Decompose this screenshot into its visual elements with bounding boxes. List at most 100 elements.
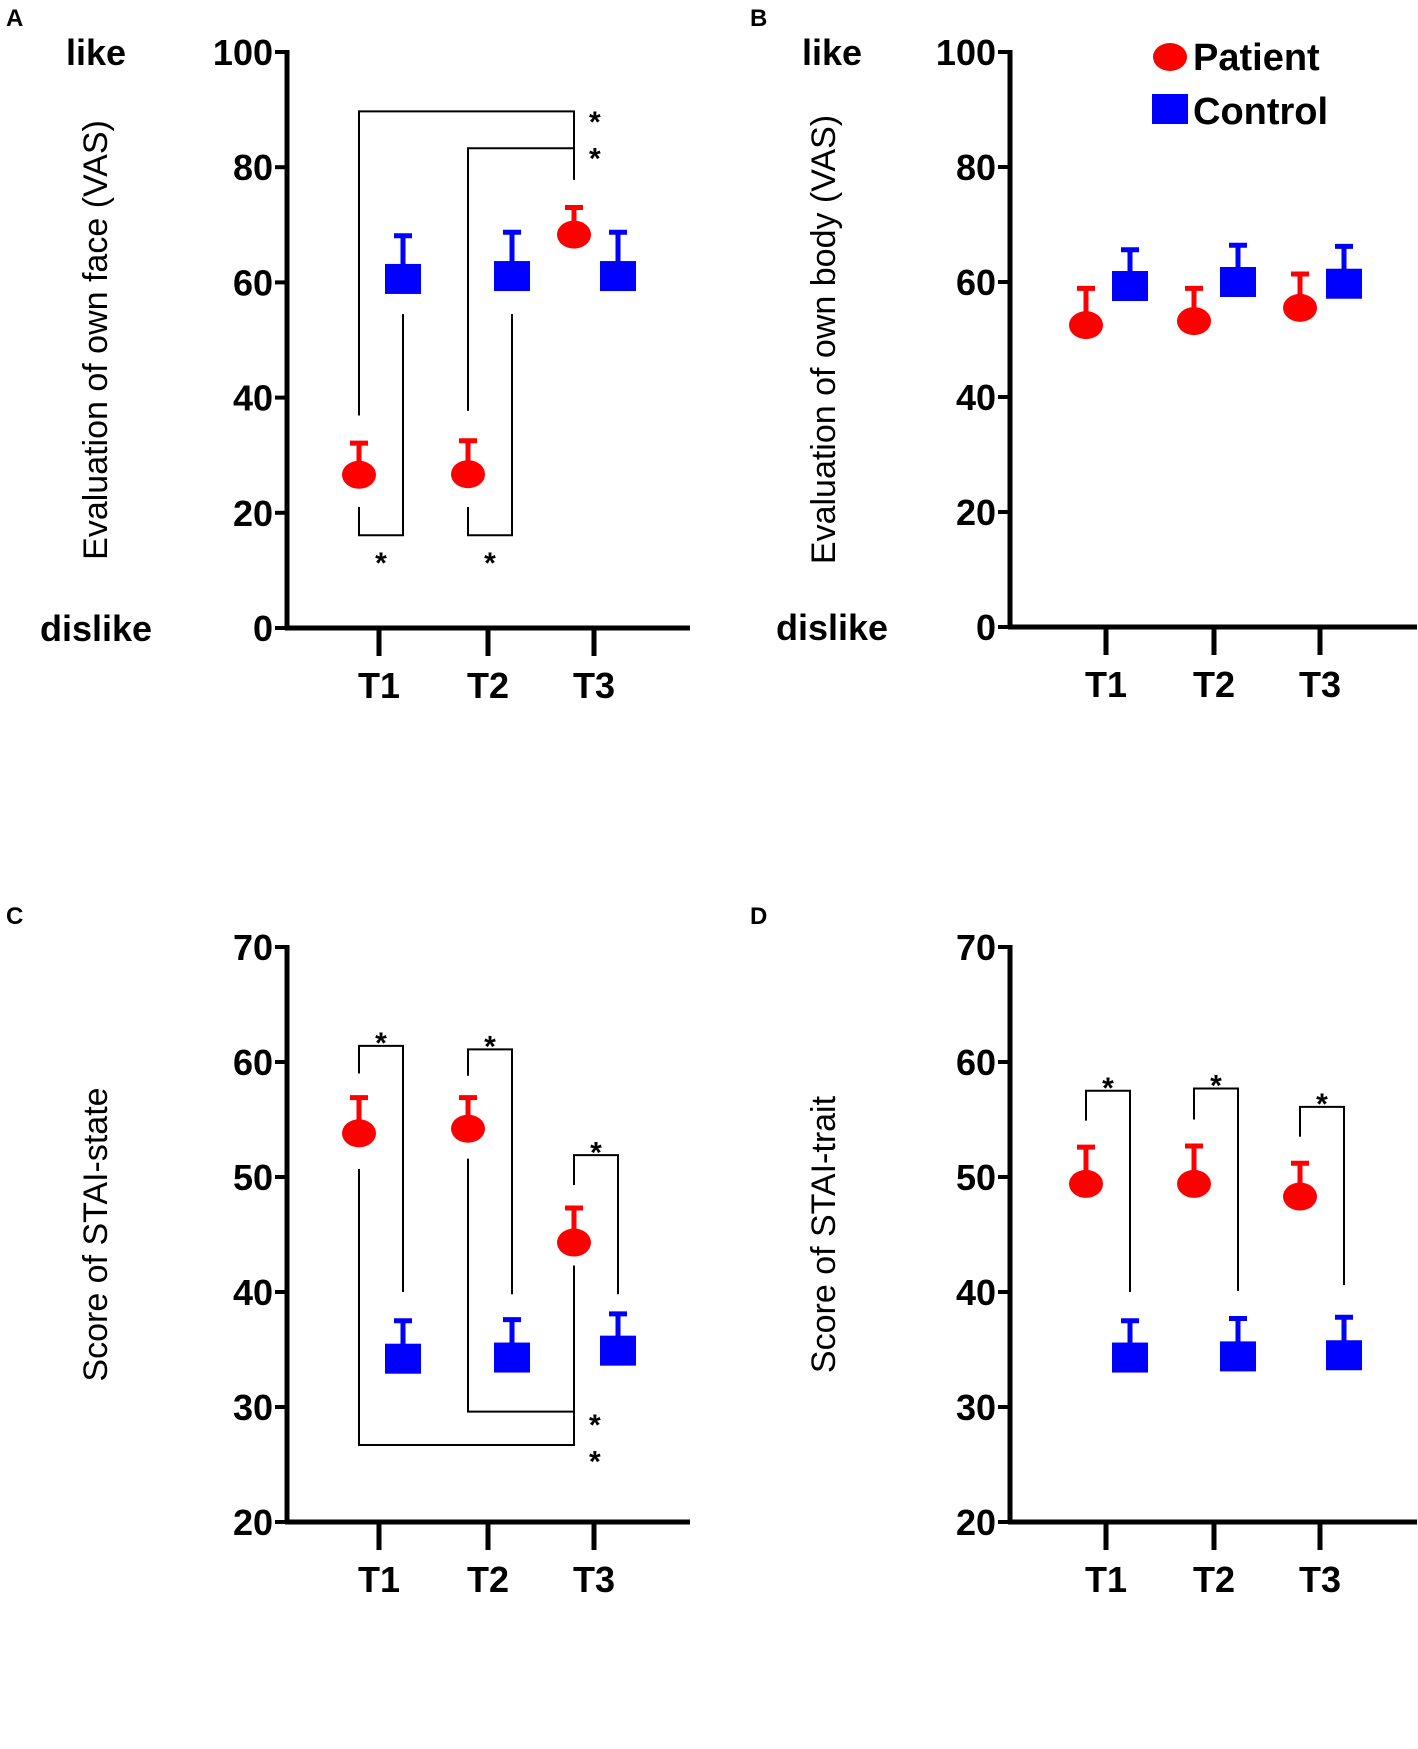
legend-patient-label: Patient [1193,37,1320,79]
significance-bracket [1193,1087,1239,1291]
y-tick-label: 40 [956,1272,996,1313]
y-axis-label: Evaluation of own face (VAS) [77,120,115,560]
x-tick-label: T1 [1085,1559,1127,1600]
patient-point [342,1119,376,1148]
patient-point [1177,1169,1211,1198]
patient-point [1069,1169,1103,1198]
significance-star: * [484,1030,496,1063]
y-axis-label: Score of STAI-state [77,1087,115,1381]
x-tick-label: T2 [467,1559,509,1600]
x-tick-label: T1 [358,1559,400,1600]
panel-a: A 0 20 40 60 80 100 T1 T2 T3 Evaluation of own fac… [6,5,690,706]
control-point [600,261,636,292]
significance-bracket [467,1048,513,1295]
y-tick-label: 20 [233,1502,273,1543]
y-tick-label: 60 [956,262,996,303]
panel-b: B 0 20 40 60 80 100 T1 T2 T3 Evaluation of own bod… [750,5,1417,705]
x-tick-label: T3 [1299,1559,1341,1600]
y-tick-label: 40 [233,378,273,419]
x-tick-label: T2 [467,665,509,706]
y-tick-label: 20 [956,492,996,533]
significance-star: * [1102,1072,1114,1105]
control-point [1326,1340,1362,1371]
legend-patient-marker [1153,43,1187,71]
y-tick-label: 80 [956,147,996,188]
significance-bracket [1085,1089,1131,1292]
panel-letter: D [750,903,767,930]
control-point [494,261,530,292]
significance-bracket [573,1154,619,1295]
y-tick-label: 60 [233,1042,273,1083]
y-tick-label: 60 [956,1042,996,1083]
patient-point [557,1228,591,1257]
y-tick-label: 60 [233,262,273,303]
patient-point [1069,311,1103,340]
control-point [600,1335,636,1366]
x-tick-label: T2 [1193,664,1235,705]
control-point [385,1343,421,1374]
patient-point [1283,293,1317,322]
y-tick-label: 30 [233,1387,273,1428]
y-tick-label: 20 [233,493,273,534]
y-axis-label: Evaluation of own body (VAS) [805,115,843,564]
legend-control-label: Control [1193,91,1328,133]
y-tick-label: 100 [936,32,996,73]
significance-bracket [358,314,404,537]
patient-point [557,220,591,249]
significance-bracket [358,110,575,416]
patient-point [1283,1182,1317,1211]
significance-star: * [1316,1088,1328,1121]
y-tick-label: 30 [956,1387,996,1428]
significance-star: * [589,143,601,176]
y-tick-label: 40 [956,377,996,418]
y-tick-label: 50 [233,1157,273,1198]
control-point [1326,268,1362,299]
control-point [385,263,421,294]
x-tick-label: T3 [1299,664,1341,705]
significance-bracket [1299,1105,1345,1286]
x-tick-label: T3 [573,1559,615,1600]
significance-star: * [589,1446,601,1479]
y-tick-label: 20 [956,1502,996,1543]
significance-star: * [589,106,601,139]
panel-c: C 20 30 40 50 60 70 T1 T2 T3 Score of STAI-state * *… [6,903,690,1600]
y-anchor-top-label: like [66,32,126,73]
y-anchor-top-label: like [802,32,862,73]
significance-bracket [358,1044,404,1292]
control-point [1220,1341,1256,1372]
x-tick-label: T1 [358,665,400,706]
significance-bracket [467,1158,574,1413]
panel-letter: C [6,903,23,930]
panel-letter: B [750,5,767,32]
control-point [1112,1342,1148,1373]
y-tick-label: 70 [956,927,996,968]
x-tick-label: T2 [1193,1559,1235,1600]
y-tick-label: 70 [233,927,273,968]
significance-bracket [358,1168,575,1446]
y-tick-label: 0 [976,607,996,648]
y-anchor-bottom-label: dislike [40,608,152,649]
legend: Patient Control [1152,37,1328,133]
y-tick-label: 50 [956,1157,996,1198]
x-tick-label: T3 [573,665,615,706]
patient-point [342,460,376,489]
y-tick-label: 0 [253,608,273,649]
panel-d: D 20 30 40 50 60 70 T1 T2 T3 Score of STAI-trait * *… [750,903,1417,1600]
x-tick-label: T1 [1085,664,1127,705]
y-tick-label: 80 [233,147,273,188]
significance-star: * [1210,1070,1222,1103]
legend-control-marker [1152,94,1188,124]
significance-star: * [589,1409,601,1442]
y-tick-label: 40 [233,1272,273,1313]
control-point [1112,271,1148,302]
y-anchor-bottom-label: dislike [776,607,888,648]
significance-star: * [375,1027,387,1060]
patient-point [451,460,485,489]
control-point [1220,267,1256,297]
y-axis-label: Score of STAI-trait [805,1095,843,1373]
significance-star: * [590,1136,602,1169]
y-tick-label: 100 [213,32,273,73]
panel-letter: A [6,5,23,32]
patient-point [1177,307,1211,336]
